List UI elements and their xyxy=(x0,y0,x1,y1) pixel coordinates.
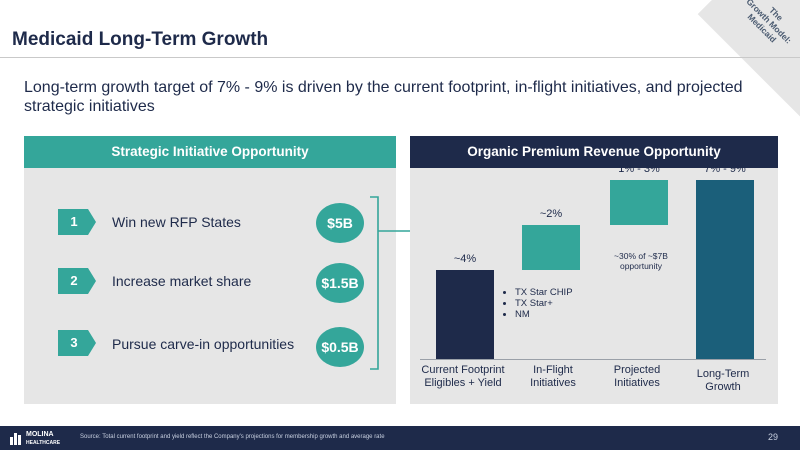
initiative-number: 3 xyxy=(70,335,78,350)
bar-value-label: 7% - 9% xyxy=(704,163,746,176)
logo-wordmark: MOLINA HEALTHCARE xyxy=(26,431,60,447)
bar-projected xyxy=(610,180,668,225)
revenue-panel-heading: Organic Premium Revenue Opportunity xyxy=(410,136,778,168)
in-flight-bullets: TX Star CHIP TX Star+ NM xyxy=(503,287,573,320)
slide-title: Medicaid Long-Term Growth xyxy=(12,29,269,50)
initiative-label: Increase market share xyxy=(112,273,252,289)
x-axis-label-line: Eligibles + Yield xyxy=(424,377,502,389)
initiative-number-badge: 3 xyxy=(58,330,96,356)
initiative-value: $1.5B xyxy=(316,263,364,303)
logo-icon xyxy=(10,433,21,445)
company-logo: MOLINA HEALTHCARE xyxy=(10,429,70,447)
x-axis-label: In-Flight Initiatives xyxy=(510,364,596,390)
x-axis-label-line: Growth xyxy=(705,381,741,393)
x-axis-label-line: Projected xyxy=(613,364,661,376)
initiative-number-badge: 2 xyxy=(58,268,96,294)
initiative-value: $0.5B xyxy=(316,327,364,367)
bullet-item: NM xyxy=(515,309,573,320)
footer-bar xyxy=(0,426,800,450)
bar-current-footprint xyxy=(436,269,494,359)
initiative-label: Win new RFP States xyxy=(112,214,241,230)
initiative-value: $5B xyxy=(316,203,364,243)
initiative-number-badge: 1 xyxy=(58,209,96,235)
bar-in-flight xyxy=(522,224,580,270)
bar-value-label: 1% - 3% xyxy=(618,163,660,176)
title-divider xyxy=(0,57,800,58)
initiative-number: 1 xyxy=(70,214,78,229)
chevron-badge-icon xyxy=(58,268,96,294)
initiative-label: Pursue carve-in opportunities xyxy=(112,336,295,352)
page-number: 29 xyxy=(768,432,779,442)
bar-long-term xyxy=(696,180,754,359)
x-axis-label: Projected Initiatives xyxy=(594,364,680,390)
bullet-item: TX Star CHIP xyxy=(515,287,573,298)
bar-value-label: ~2% xyxy=(539,207,563,220)
x-axis-label-line: Long-Term xyxy=(696,368,750,380)
initiative-number: 2 xyxy=(70,273,78,288)
x-axis-label-line: Initiatives xyxy=(614,377,660,389)
x-axis-label-line: Initiatives xyxy=(530,377,576,389)
source-footnote: Source: Total current footprint and yiel… xyxy=(80,434,385,440)
x-axis-label: Current Footprint Eligibles + Yield xyxy=(420,364,506,390)
bullet-item: TX Star+ xyxy=(515,298,573,309)
logo-line: HEALTHCARE xyxy=(26,440,61,446)
projected-note: ~30% of ~$7B opportunity xyxy=(614,251,668,271)
x-axis-label: Long-Term Growth xyxy=(680,368,766,394)
bar-value-label: ~4% xyxy=(453,252,477,265)
x-axis-label-line: In-Flight xyxy=(533,364,573,376)
x-axis-label-line: Current Footprint xyxy=(421,364,505,376)
slide-subtitle: Long-term growth target of 7% - 9% is dr… xyxy=(24,79,743,115)
chevron-badge-icon xyxy=(58,330,96,356)
logo-line: MOLINA xyxy=(26,431,54,438)
strategic-panel-heading: Strategic Initiative Opportunity xyxy=(24,136,396,168)
x-axis-line xyxy=(420,359,766,360)
chevron-badge-icon xyxy=(58,209,96,235)
